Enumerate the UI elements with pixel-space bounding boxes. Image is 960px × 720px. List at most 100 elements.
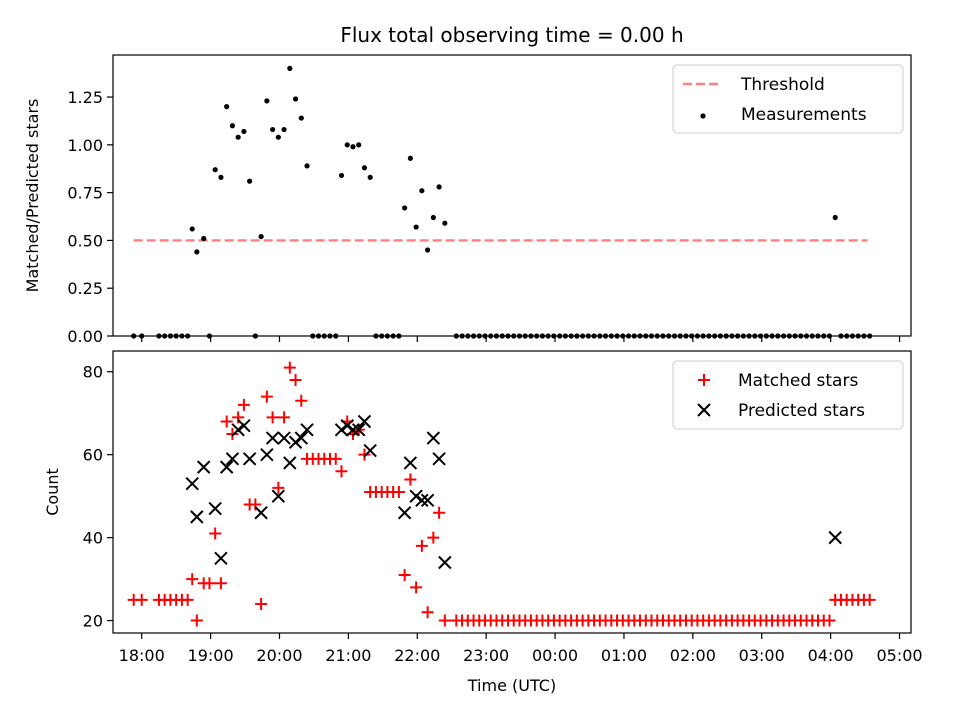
measurement-point bbox=[201, 235, 207, 242]
bottom-xtick-label: 22:00 bbox=[394, 646, 440, 665]
predicted-star-point bbox=[214, 551, 228, 566]
predicted-star-point bbox=[197, 460, 211, 474]
measurement-point bbox=[361, 165, 368, 171]
measurement-point bbox=[194, 249, 200, 255]
predicted-star-point bbox=[352, 423, 366, 437]
measurement-point bbox=[298, 115, 304, 121]
predicted-star-point bbox=[260, 447, 274, 462]
predicted-star-point bbox=[283, 456, 297, 470]
matched-star-point bbox=[266, 411, 279, 424]
top-legend-box bbox=[672, 64, 904, 134]
matched-star-point bbox=[232, 411, 245, 424]
predicted-star-point bbox=[828, 530, 842, 545]
measurement-point bbox=[224, 104, 230, 110]
matched-star-point bbox=[823, 614, 836, 627]
predicted-star-point bbox=[242, 452, 257, 466]
legend-label: Predicted stars bbox=[738, 401, 865, 421]
bottom-ylabel: Count bbox=[43, 468, 62, 516]
predicted-star-point bbox=[415, 493, 429, 508]
measurement-point bbox=[356, 142, 362, 148]
bottom-ytick-label: 80 bbox=[83, 363, 103, 382]
legend-measurement-swatch bbox=[700, 113, 706, 119]
predicted-star-point bbox=[409, 489, 423, 503]
bottom-xtick-label: 02:00 bbox=[670, 646, 716, 665]
matched-star-point bbox=[427, 531, 440, 544]
measurement-point bbox=[436, 184, 442, 190]
matched-star-point bbox=[421, 606, 434, 619]
predicted-star-point bbox=[397, 506, 412, 520]
bottom-xtick-label: 20:00 bbox=[256, 646, 302, 665]
matched-star-point bbox=[190, 614, 203, 627]
bottom-legend: Matched stars Predicted stars bbox=[672, 360, 904, 430]
legend-predicted-swatch bbox=[697, 403, 711, 417]
matched-star-point bbox=[404, 473, 417, 486]
matched-star-point bbox=[329, 452, 342, 465]
predicted-star-point bbox=[208, 501, 222, 516]
measurement-point bbox=[304, 163, 310, 169]
matched-star-point bbox=[209, 527, 222, 540]
bottom-xtick-label: 04:00 bbox=[808, 646, 854, 665]
bottom-plot-area bbox=[127, 361, 876, 627]
measurement-point bbox=[287, 65, 293, 71]
matched-star-point bbox=[410, 581, 423, 594]
figure-title: Flux total observing time = 0.00 h bbox=[340, 23, 683, 47]
bottom-ytick-label: 20 bbox=[83, 612, 103, 631]
matched-star-point bbox=[237, 398, 250, 411]
measurement-point bbox=[419, 188, 425, 194]
predicted-star-point bbox=[254, 506, 268, 520]
top-legend: Threshold Measurements bbox=[672, 64, 904, 134]
predicted-star-point bbox=[185, 476, 199, 491]
top-axes: 0.00 0.25 0.50 0.75 1.00 1.25 Matched/Predicte… bbox=[23, 54, 912, 346]
measurement-point bbox=[832, 214, 838, 221]
matched-star-point bbox=[186, 573, 199, 586]
measurement-point bbox=[402, 205, 408, 211]
matched-star-point bbox=[181, 593, 194, 606]
bottom-ytick-label: 60 bbox=[83, 446, 103, 465]
measurement-point bbox=[270, 126, 276, 133]
measurement-point bbox=[189, 226, 195, 232]
bottom-xtick-label: 01:00 bbox=[601, 646, 647, 665]
measurement-point bbox=[275, 134, 281, 140]
bottom-ytick-label: 40 bbox=[83, 529, 103, 548]
bottom-xtick-label: 21:00 bbox=[325, 646, 371, 665]
bottom-xtick-label: 23:00 bbox=[463, 646, 509, 665]
predicted-star-point bbox=[288, 435, 303, 449]
legend-label: Matched stars bbox=[738, 371, 858, 391]
top-ytick-label: 0.50 bbox=[67, 231, 103, 250]
measurement-point bbox=[407, 155, 413, 161]
matched-star-point bbox=[358, 448, 371, 461]
top-axes-frame bbox=[112, 54, 912, 337]
predicted-star-point bbox=[363, 443, 377, 458]
top-ytick-label: 0.00 bbox=[67, 327, 103, 346]
legend-label: Measurements bbox=[741, 105, 867, 125]
measurement-point bbox=[229, 123, 236, 129]
matched-star-point bbox=[214, 577, 227, 590]
predicted-star-point bbox=[225, 452, 240, 466]
matched-star-point bbox=[283, 361, 296, 374]
predicted-star-point bbox=[403, 456, 418, 470]
predicted-star-point bbox=[420, 493, 435, 508]
predicted-star-point bbox=[438, 555, 452, 570]
matched-star-point bbox=[260, 390, 273, 403]
measurement-point bbox=[425, 247, 431, 253]
bottom-legend-box bbox=[672, 360, 904, 430]
predicted-star-point bbox=[271, 489, 286, 503]
bottom-panel: 20 40 60 80 18:00 19:00 20:00 21:00 22:00 23:00 00… bbox=[43, 350, 923, 695]
measurement-point bbox=[258, 233, 264, 240]
matched-star-point bbox=[249, 498, 262, 511]
predicted-star-point bbox=[300, 423, 314, 437]
matched-star-point bbox=[272, 481, 285, 494]
measurement-point bbox=[344, 142, 350, 148]
predicted-star-point bbox=[334, 423, 349, 437]
top-ytick-label: 1.25 bbox=[67, 88, 103, 107]
predicted-star-point bbox=[231, 423, 245, 437]
top-ytick-label: 1.00 bbox=[67, 136, 103, 155]
bottom-xtick-label: 03:00 bbox=[739, 646, 785, 665]
predicted-star-point bbox=[426, 431, 441, 445]
bottom-axes-frame bbox=[112, 350, 912, 634]
top-ytick-label: 0.25 bbox=[67, 279, 103, 298]
matched-star-point bbox=[398, 568, 411, 581]
measurement-point bbox=[264, 98, 270, 104]
matched-star-point bbox=[278, 411, 291, 424]
measurement-point bbox=[235, 134, 241, 140]
